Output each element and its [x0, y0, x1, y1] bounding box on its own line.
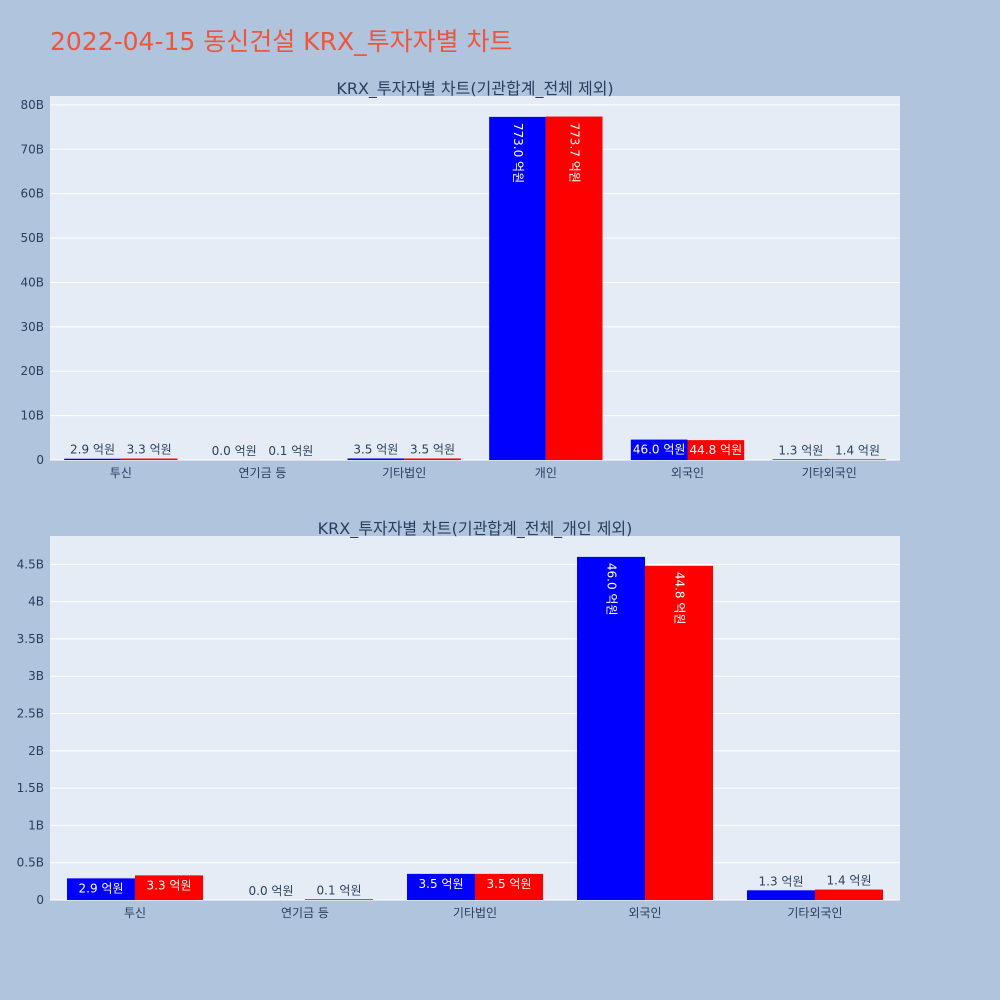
data-label: 3.3 억원 — [147, 878, 192, 892]
y-tick-label: 70B — [20, 142, 44, 156]
y-tick-label: 1.5B — [17, 781, 44, 795]
y-tick-label: 3B — [28, 669, 44, 683]
bar — [747, 890, 815, 900]
data-label: 3.5 억원 — [419, 877, 464, 891]
data-label: 1.3 억원 — [759, 874, 804, 888]
bar — [404, 458, 461, 460]
y-tick-label: 4B — [28, 595, 44, 609]
data-label: 3.5 억원 — [410, 442, 455, 456]
x-tick-label: 개인 — [535, 466, 557, 480]
y-tick-label: 30B — [20, 320, 44, 334]
data-label: 773.0 억원 — [511, 123, 525, 183]
bar — [577, 556, 645, 900]
y-tick-label: 2B — [28, 744, 44, 758]
data-label: 1.3 억원 — [778, 443, 823, 457]
bar — [407, 873, 475, 900]
bar — [64, 458, 121, 460]
bar — [305, 899, 373, 900]
chart-subtitle: KRX_투자자별 차트(기관합계_전체_개인 제외) — [318, 519, 633, 539]
y-tick-label: 3.5B — [17, 632, 44, 646]
x-tick-label: 기타법인 — [382, 466, 426, 480]
data-label: 3.5 억원 — [353, 442, 398, 456]
data-label: 44.8 억원 — [690, 443, 743, 457]
x-tick-label: 기타외국인 — [787, 906, 842, 920]
y-tick-label: 4.5B — [17, 557, 44, 571]
y-tick-label: 0 — [36, 453, 44, 467]
data-label: 46.0 억원 — [633, 443, 686, 457]
page-title: 2022-04-15 동신건설 KRX_투자자별 차트 — [50, 27, 513, 56]
y-tick-label: 80B — [20, 98, 44, 112]
x-tick-label: 연기금 등 — [281, 906, 329, 920]
data-label: 46.0 억원 — [605, 563, 619, 616]
bar — [545, 116, 603, 461]
bar-chart-bottom: 0 0.5B 1B 1.5B 2B 2.5B 3B 3.5B 4B 4.5B KRX_투자자별 차트… — [17, 519, 900, 920]
bar — [120, 458, 178, 460]
x-tick-label: 투신 — [124, 906, 146, 920]
y-tick-label: 2.5B — [17, 707, 44, 721]
chart-subtitle: KRX_투자자별 차트(기관합계_전체 제외) — [336, 79, 613, 99]
data-label: 0.0 억원 — [212, 444, 257, 458]
y-tick-label: 0 — [36, 893, 44, 907]
data-label: 2.9 억원 — [70, 443, 115, 457]
bar — [489, 116, 546, 461]
data-label: 0.1 억원 — [268, 444, 313, 458]
y-tick-label: 40B — [20, 275, 44, 289]
data-label: 1.4 억원 — [827, 874, 872, 888]
y-tick-label: 10B — [20, 409, 44, 423]
x-tick-label: 기타법인 — [453, 906, 497, 920]
y-tick-label: 0.5B — [17, 856, 44, 870]
y-tick-label: 1B — [28, 818, 44, 832]
bar — [815, 889, 883, 900]
bar — [347, 458, 405, 460]
data-label: 0.1 억원 — [317, 883, 362, 897]
bar — [645, 565, 713, 900]
x-tick-label: 외국인 — [671, 466, 704, 480]
bar — [135, 875, 203, 900]
plot-area — [50, 96, 900, 460]
x-tick-label: 연기금 등 — [239, 466, 287, 480]
x-tick-label: 기타외국인 — [802, 466, 857, 480]
bar — [772, 459, 830, 460]
bar — [67, 878, 135, 900]
data-label: 3.3 억원 — [127, 443, 172, 457]
bar — [630, 439, 688, 460]
y-tick-label: 50B — [20, 231, 44, 245]
x-tick-label: 투신 — [110, 466, 132, 480]
data-label: 44.8 억원 — [673, 572, 687, 625]
data-label: 3.5 억원 — [487, 877, 532, 891]
x-tick-label: 외국인 — [628, 906, 661, 920]
bar — [687, 440, 745, 460]
bar-chart-top: 0 10B 20B 30B 40B 50B 60B 70B 80B KRX_투자자별 차트(기관합… — [20, 79, 900, 480]
data-label: 1.4 억원 — [835, 443, 880, 457]
data-label: 773.7 억원 — [568, 123, 582, 183]
plot-area — [50, 536, 900, 900]
data-label: 0.0 억원 — [249, 884, 294, 898]
bar — [475, 873, 543, 900]
y-tick-label: 20B — [20, 364, 44, 378]
data-label: 2.9 억원 — [79, 881, 124, 895]
y-tick-label: 60B — [20, 187, 44, 201]
bar — [829, 459, 886, 460]
